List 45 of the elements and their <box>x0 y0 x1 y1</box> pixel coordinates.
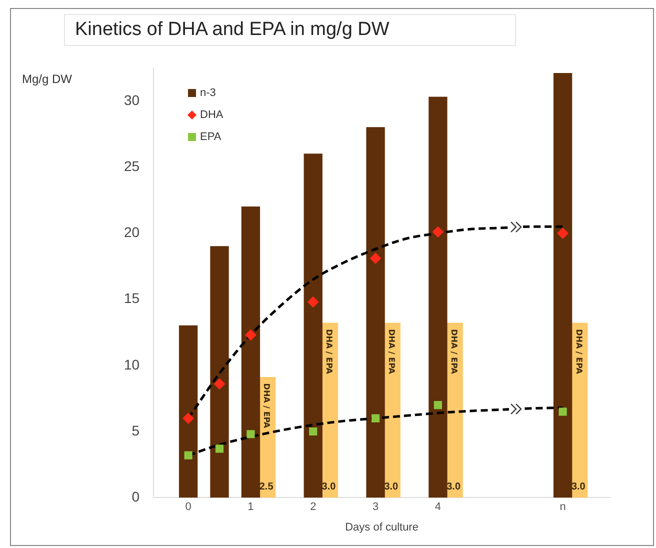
y-tick-label: 15 <box>124 290 140 306</box>
text: DHA / EPA <box>324 329 334 374</box>
y-tick-label: 25 <box>124 158 140 174</box>
point <box>434 401 442 410</box>
point <box>308 296 319 308</box>
point <box>182 412 194 424</box>
series-label: DHA / EPA <box>449 329 458 375</box>
x-tick-label: 2 <box>310 501 316 514</box>
x-tick-label: 1 <box>248 501 254 514</box>
chart-title: Kinetics of DHA and EPA in mg/g DW <box>64 14 516 46</box>
y-tick-label: 30 <box>124 92 140 108</box>
bar <box>366 127 385 498</box>
text: DHA / EPA <box>574 329 584 374</box>
bar <box>553 72 572 498</box>
annotation: 3.0 <box>446 482 461 493</box>
y-tick-label: 5 <box>132 422 140 438</box>
point <box>214 378 225 390</box>
point <box>246 430 255 438</box>
point <box>215 444 224 453</box>
y-axis-title: Mg/g DW <box>22 72 72 86</box>
legend-label: n-3 <box>200 87 216 99</box>
bar <box>178 325 198 498</box>
point <box>372 414 380 422</box>
legend-label: DHA <box>200 109 224 121</box>
x-tick-label: 4 <box>434 501 442 514</box>
point <box>558 408 567 416</box>
legend-label: EPA <box>200 131 222 143</box>
point <box>370 252 382 264</box>
point <box>557 228 568 239</box>
text: DHA / EPA <box>387 329 396 374</box>
x-tick-label: 3 <box>372 501 379 514</box>
bar <box>241 206 260 498</box>
x-tick-label: n <box>560 501 566 514</box>
point <box>432 226 444 238</box>
x-tick-label: 0 <box>185 501 192 514</box>
x-axis-title: Days of culture <box>345 521 418 534</box>
point <box>309 427 318 436</box>
bar <box>428 96 448 498</box>
point <box>245 330 256 341</box>
text: DHA / EPA <box>262 383 272 428</box>
y-tick-label: 20 <box>124 224 140 240</box>
bar <box>304 154 322 498</box>
y-tick-label: 10 <box>124 356 140 372</box>
bar <box>210 246 229 498</box>
point <box>184 451 192 460</box>
